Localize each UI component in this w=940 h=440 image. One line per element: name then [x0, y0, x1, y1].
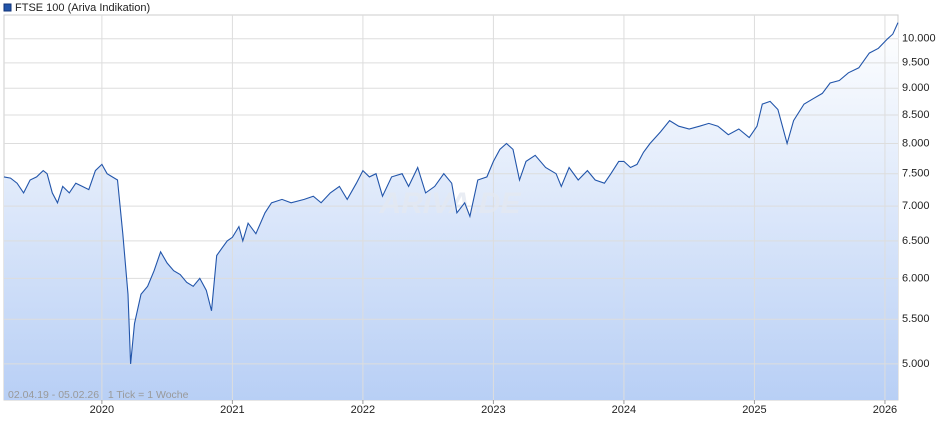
y-tick-label: 5.000 [902, 358, 930, 370]
legend-label: FTSE 100 (Ariva Indikation) [15, 2, 150, 14]
x-tick-label: 2023 [481, 404, 505, 416]
y-tick-label: 9.500 [902, 57, 930, 69]
x-tick-label: 2025 [742, 404, 766, 416]
area-fill [4, 22, 898, 400]
legend-swatch [3, 3, 12, 12]
y-tick-label: 6.000 [902, 272, 930, 284]
y-tick-label: 9.000 [902, 82, 930, 94]
x-tick-label: 2021 [220, 404, 244, 416]
price-line [3, 22, 899, 364]
y-tick-label: 6.500 [902, 235, 930, 247]
x-tick-label: 2024 [612, 404, 636, 416]
x-tick-label: 2026 [873, 404, 897, 416]
y-tick-label: 7.500 [902, 168, 930, 180]
y-tick-label: 5.500 [902, 313, 930, 325]
y-tick-label: 7.000 [902, 200, 930, 212]
x-tick-label: 2022 [351, 404, 375, 416]
watermark: ARIVA.DE [378, 187, 521, 220]
y-tick-label: 10.000 [902, 33, 936, 45]
footer: 02.04.19 - 05.02.26 1 Tick = 1 Woche [8, 389, 189, 401]
x-tick-label: 2020 [90, 404, 114, 416]
y-tick-label: 8.000 [902, 137, 930, 149]
y-tick-label: 8.500 [902, 109, 930, 121]
